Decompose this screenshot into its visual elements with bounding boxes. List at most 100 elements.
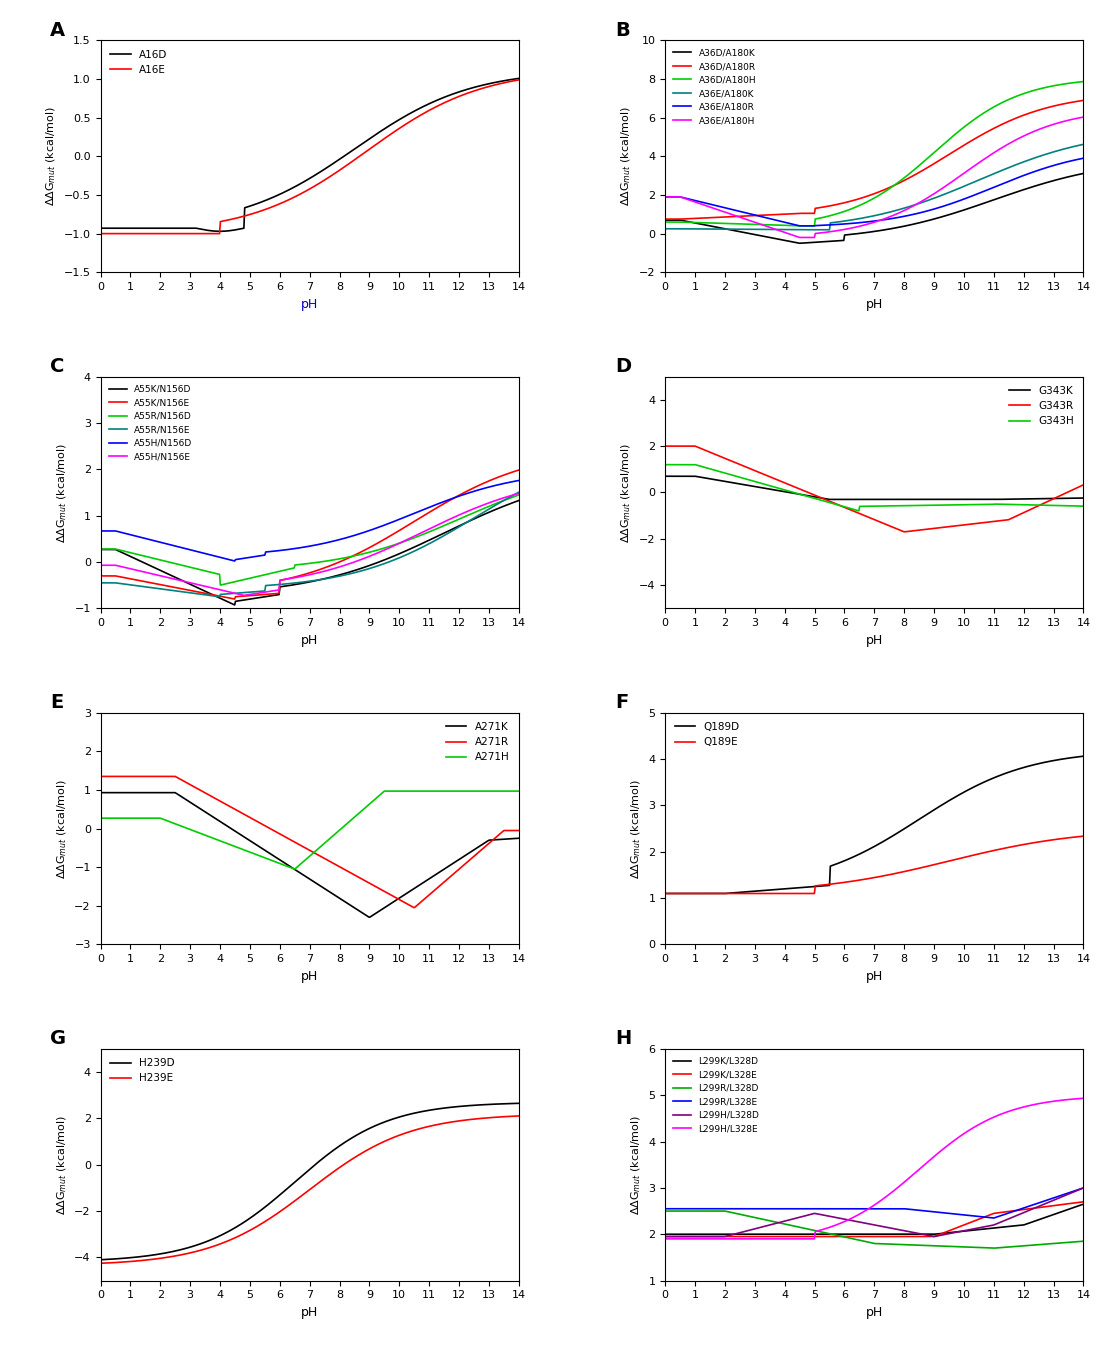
Line: A55K/N156D: A55K/N156D xyxy=(101,500,518,605)
Line: L299K/L328E: L299K/L328E xyxy=(666,1202,1083,1236)
A55R/N156E xyxy=(321,570,334,586)
L299K/L328E xyxy=(857,1228,870,1244)
G343R xyxy=(908,523,922,539)
A55K/N156E xyxy=(294,568,307,584)
Text: C: C xyxy=(50,357,65,376)
A36D/A180H xyxy=(1068,74,1081,90)
A55H/N156D xyxy=(296,539,309,555)
G343R xyxy=(1002,511,1015,527)
G343H xyxy=(908,497,922,514)
L299K/L328E xyxy=(659,1228,672,1244)
A271R xyxy=(438,874,451,890)
A36E/A180K xyxy=(1002,159,1015,175)
A16D xyxy=(321,159,334,175)
A36D/A180H xyxy=(908,160,922,177)
A36D/A180H xyxy=(860,194,873,210)
H239D xyxy=(295,1167,308,1184)
A271H xyxy=(512,783,525,799)
L299K/L328E xyxy=(1077,1194,1090,1211)
A36D/A180R xyxy=(1001,113,1014,129)
Line: G343H: G343H xyxy=(666,465,1083,511)
Line: A36D/A180H: A36D/A180H xyxy=(666,82,1083,226)
A55H/N156D xyxy=(503,474,516,491)
L299R/L328D xyxy=(987,1240,1001,1256)
G343H xyxy=(858,499,871,515)
L299R/L328D xyxy=(1002,1239,1015,1255)
L299H/L328E xyxy=(907,1166,920,1182)
Line: L299H/L328D: L299H/L328D xyxy=(666,1188,1083,1236)
H239E xyxy=(321,1169,334,1185)
A271H xyxy=(287,861,300,878)
L299H/L328D xyxy=(1001,1211,1014,1227)
H239E xyxy=(502,1108,515,1124)
L299R/L328D xyxy=(1068,1233,1081,1250)
Line: A55R/N156D: A55R/N156D xyxy=(101,495,518,585)
A55K/N156D xyxy=(228,597,241,613)
Q189D xyxy=(659,886,672,902)
Legend: A271K, A271R, A271H: A271K, A271R, A271H xyxy=(441,718,514,767)
L299R/L328E xyxy=(1002,1205,1015,1221)
A36D/A180K xyxy=(793,235,806,251)
G343R xyxy=(897,524,910,541)
Line: L299H/L328E: L299H/L328E xyxy=(666,1099,1083,1239)
A36D/A180K xyxy=(860,224,873,240)
A16D xyxy=(344,144,357,160)
G343K xyxy=(659,468,672,484)
A55K/N156E xyxy=(503,465,516,481)
Line: A36D/A180R: A36D/A180R xyxy=(666,100,1083,220)
A55H/N156E xyxy=(344,555,357,572)
G343K xyxy=(886,491,899,507)
L299R/L328E xyxy=(1068,1184,1081,1200)
A36E/A180H xyxy=(908,197,922,213)
A55R/N156E xyxy=(344,566,357,582)
Line: G343R: G343R xyxy=(666,446,1083,532)
G343H xyxy=(886,497,899,514)
A16E xyxy=(437,96,450,112)
L299K/L328E xyxy=(907,1228,920,1244)
A55K/N156D xyxy=(438,524,451,541)
L299K/L328E xyxy=(860,1228,873,1244)
A271H xyxy=(504,783,517,799)
Legend: A55K/N156D, A55K/N156E, A55R/N156D, A55R/N156E, A55H/N156D, A55H/N156E: A55K/N156D, A55K/N156E, A55R/N156D, A55R… xyxy=(105,381,195,465)
G343R xyxy=(1077,477,1090,493)
Q189E xyxy=(1067,829,1080,845)
G343R xyxy=(857,507,870,523)
A36E/A180K xyxy=(793,221,806,237)
A55H/N156D xyxy=(321,534,334,550)
L299R/L328D xyxy=(885,1236,898,1252)
A55K/N156E xyxy=(228,590,241,607)
L299K/L328D xyxy=(885,1227,898,1243)
A55R/N156E xyxy=(503,489,516,506)
L299R/L328D xyxy=(857,1233,870,1250)
A36E/A180R xyxy=(1002,173,1015,189)
Q189D xyxy=(885,829,898,845)
A16E xyxy=(293,186,306,202)
G343K xyxy=(860,491,873,507)
A16D xyxy=(294,175,307,191)
A271R xyxy=(512,822,525,838)
L299H/L328E xyxy=(860,1202,873,1219)
Q189E xyxy=(885,867,898,883)
A55R/N156E xyxy=(213,589,227,605)
A36E/A180H xyxy=(1002,136,1015,152)
A16D xyxy=(512,70,525,86)
Line: A271K: A271K xyxy=(101,793,518,918)
A36E/A180H xyxy=(860,216,873,232)
Y-axis label: ΔΔG$_{mut}$ (kcal/mol): ΔΔG$_{mut}$ (kcal/mol) xyxy=(620,442,633,542)
H239D xyxy=(502,1096,515,1112)
G343K xyxy=(1068,491,1081,507)
A55H/N156E xyxy=(438,514,451,530)
H239E xyxy=(295,1188,308,1204)
L299H/L328E xyxy=(885,1185,898,1201)
A36E/A180K xyxy=(908,197,922,213)
A36E/A180K xyxy=(858,209,871,225)
Y-axis label: ΔΔG$_{mut}$ (kcal/mol): ΔΔG$_{mut}$ (kcal/mol) xyxy=(55,442,69,542)
A55R/N156E xyxy=(94,574,107,590)
A36E/A180H xyxy=(858,217,871,233)
A55K/N156D xyxy=(503,496,516,512)
X-axis label: pH: pH xyxy=(866,1306,882,1318)
A55H/N156D xyxy=(344,528,357,545)
Q189E xyxy=(1077,828,1090,844)
L299K/L328E xyxy=(1067,1194,1080,1211)
A55R/N156E xyxy=(438,527,451,543)
